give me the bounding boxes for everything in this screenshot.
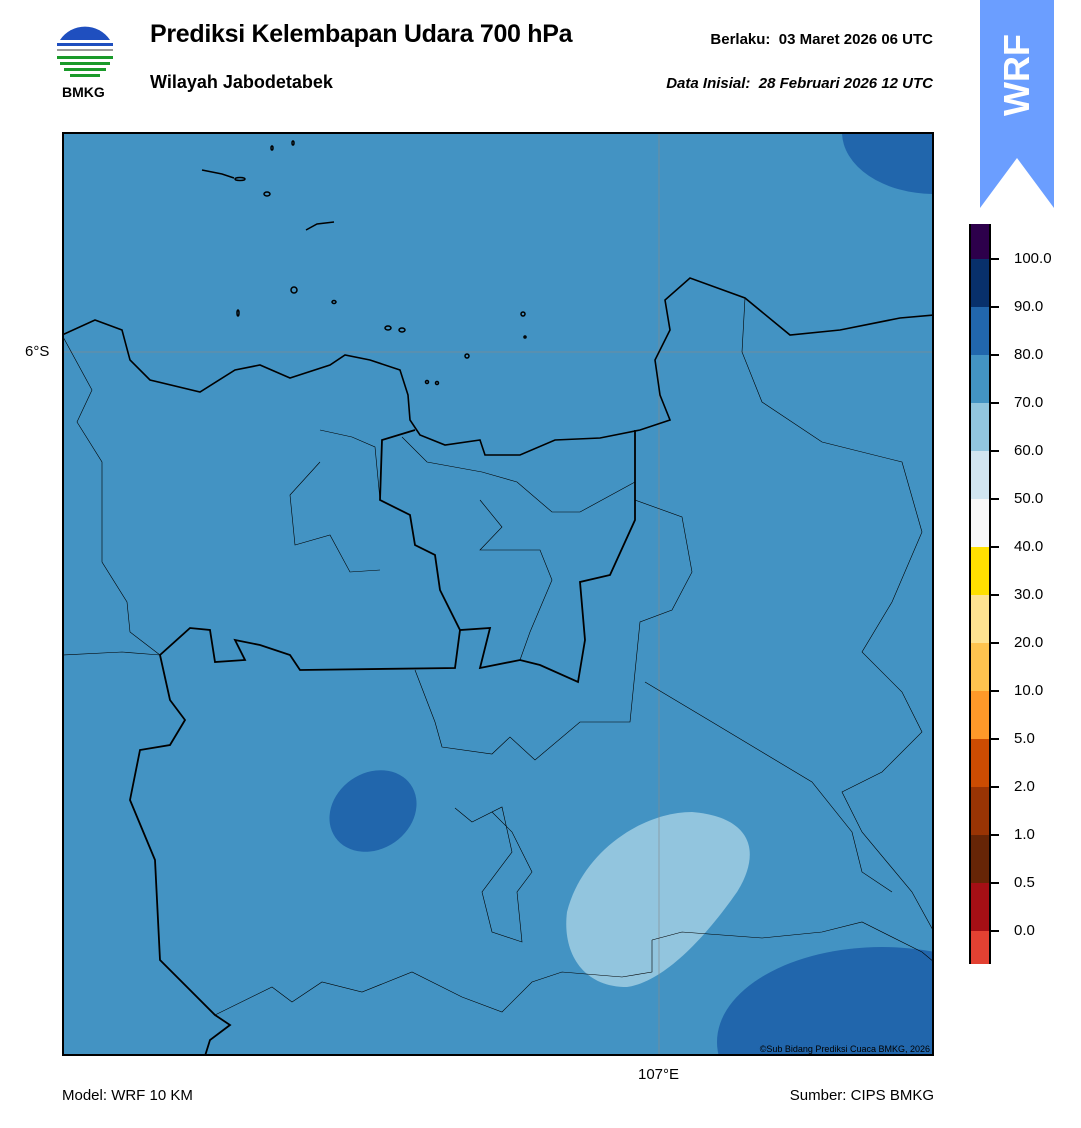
colorbar-tick: [991, 738, 999, 740]
initial-time: Data Inisial: 28 Februari 2026 12 UTC: [666, 75, 933, 92]
colorbar-tick-label: 10.0: [1014, 682, 1044, 699]
colorbar-tick: [991, 882, 999, 884]
colorbar-segment: [971, 787, 989, 835]
colorbar-tick: [991, 354, 999, 356]
colorbar-tick-label: 20.0: [1014, 634, 1044, 651]
coastline: [64, 277, 932, 456]
colorbar-segment: [971, 224, 989, 259]
model-info: Model: WRF 10 KM: [62, 1087, 193, 1104]
colorbar-segment: [971, 259, 989, 307]
colorbar-segment: [971, 499, 989, 547]
colorbar: [969, 224, 991, 964]
colorbar-tick: [991, 402, 999, 404]
colorbar-segment: [971, 739, 989, 787]
colorbar-tick: [991, 930, 999, 932]
colorbar-tick-label: 100.0: [1014, 250, 1052, 267]
contour-80-90-northeast: [842, 134, 932, 194]
colorbar-segment: [971, 691, 989, 739]
colorbar-tick: [991, 690, 999, 692]
colorbar-tick: [991, 594, 999, 596]
banten-boundary: [129, 654, 232, 1054]
islands: [201, 140, 527, 386]
regency-boundaries: [64, 297, 932, 1016]
colorbar-segment: [971, 307, 989, 355]
colorbar-tick-label: 40.0: [1014, 538, 1044, 555]
contour-fills: [329, 134, 932, 1054]
colorbar-tick-label: 90.0: [1014, 298, 1044, 315]
colorbar-tick: [991, 306, 999, 308]
colorbar-segment: [971, 451, 989, 499]
contour-80-90-southwest: [329, 770, 417, 852]
colorbar-tick-label: 1.0: [1014, 826, 1035, 843]
longitude-label: 107°E: [638, 1066, 680, 1083]
colorbar-segment: [971, 595, 989, 643]
region-subtitle: Wilayah Jabodetabek: [150, 72, 333, 92]
colorbar-segment: [971, 643, 989, 691]
colorbar-tick: [991, 642, 999, 644]
contour-60-70-south: [566, 812, 750, 987]
colorbar-tick-label: 0.5: [1014, 874, 1035, 891]
colorbar-tick: [991, 546, 999, 548]
colorbar-tick-label: 80.0: [1014, 346, 1044, 363]
latitude-label: 6°S: [25, 343, 50, 360]
colorbar-tick-label: 60.0: [1014, 442, 1044, 459]
colorbar-tick: [991, 450, 999, 452]
humidity-map: ©Sub Bidang Prediksi Cuaca BMKG, 2026: [62, 132, 934, 1056]
colorbar-tick-label: 30.0: [1014, 586, 1044, 603]
colorbar-segment: [971, 931, 989, 964]
colorbar-tick: [991, 258, 999, 260]
wrf-badge-text: WRF: [996, 34, 1037, 116]
colorbar-tick-label: 5.0: [1014, 730, 1035, 747]
colorbar-segment: [971, 355, 989, 403]
colorbar-tick: [991, 834, 999, 836]
colorbar-segment: [971, 547, 989, 595]
jakarta-boundary: [379, 429, 636, 684]
colorbar-tick-label: 70.0: [1014, 394, 1044, 411]
source-info: Sumber: CIPS BMKG: [789, 1087, 934, 1104]
colorbar-tick-label: 50.0: [1014, 490, 1044, 507]
valid-time: Berlaku: 03 Maret 2026 06 UTC: [710, 31, 933, 48]
colorbar-segment: [971, 403, 989, 451]
copyright-note: ©Sub Bidang Prediksi Cuaca BMKG, 2026: [759, 1044, 930, 1054]
bmkg-logo: [52, 20, 118, 102]
contour-80-90-southeast: [717, 947, 932, 1054]
colorbar-segment: [971, 883, 989, 931]
province-boundary: [159, 627, 461, 671]
colorbar-tick-label: 0.0: [1014, 922, 1035, 939]
wrf-badge: WRF: [980, 0, 1054, 208]
page-title: Prediksi Kelembapan Udara 700 hPa: [150, 20, 573, 48]
colorbar-segment: [971, 835, 989, 883]
colorbar-tick: [991, 786, 999, 788]
colorbar-tick-label: 2.0: [1014, 778, 1035, 795]
logo-text: BMKG: [62, 84, 105, 100]
colorbar-tick: [991, 498, 999, 500]
